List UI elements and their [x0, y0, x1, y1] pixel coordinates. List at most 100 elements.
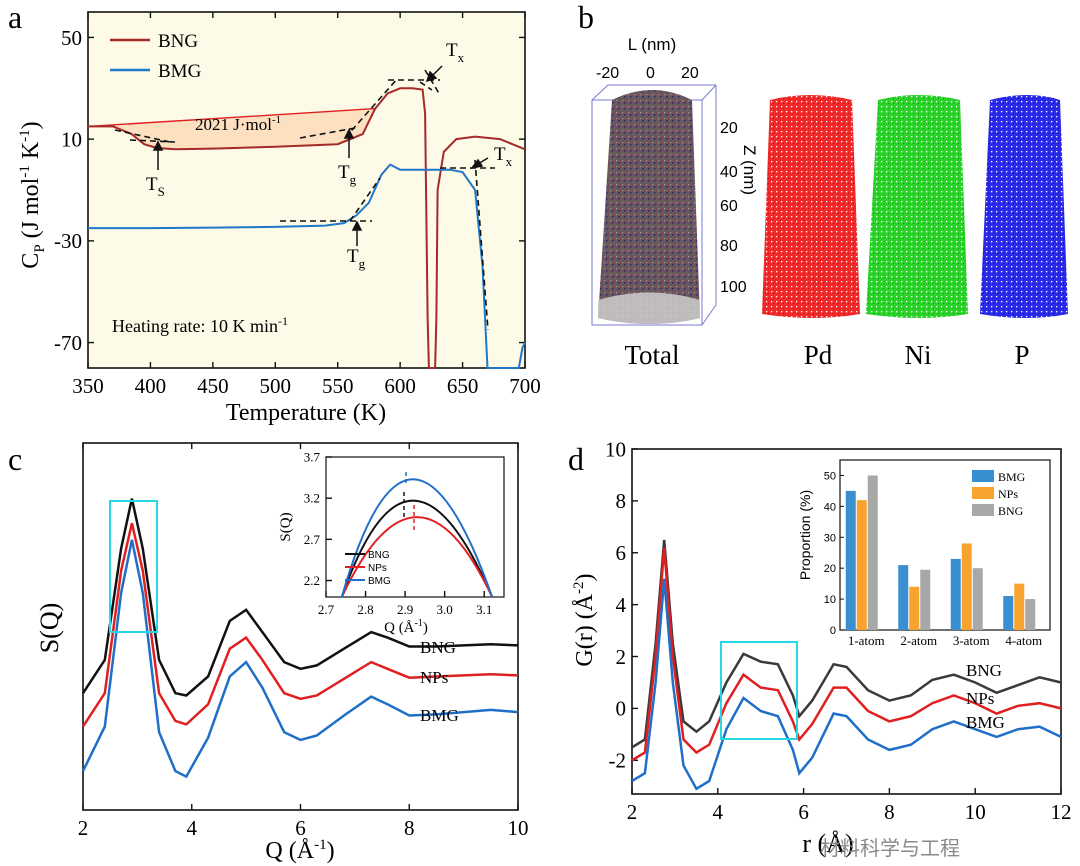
watermark-text: 材料科学与工程 [820, 836, 960, 860]
y-tick-label: 8 [616, 489, 627, 513]
bar-bng-4-atom [1025, 599, 1036, 630]
x-tick-label: 2.9 [397, 602, 413, 617]
bar-nps-4-atom [1014, 583, 1025, 630]
inset-category-label: 2-atom [900, 633, 937, 648]
inset-legend-label-bng: BNG [998, 504, 1024, 518]
y-tick-label: 10 [605, 437, 626, 461]
x-tick-label: 400 [135, 374, 167, 398]
panel-c-inset: 2.7 2.8 2.9 3.0 3.12.22.73.23.7 BNG NPs BMG … [278, 450, 505, 636]
apt-p-map [980, 95, 1068, 318]
tx-label-bmg: Tx [494, 144, 513, 169]
inset-y-tick-label: 20 [824, 563, 836, 575]
panel-letter-b: b [578, 0, 594, 35]
bar-bng-1-atom [867, 475, 878, 630]
bar-nps-1-atom [856, 500, 867, 630]
x-tick-label: 8 [884, 800, 895, 824]
inset-legend-label-nps: NPs [998, 487, 1018, 501]
tg-label-bmg: Tg [347, 246, 366, 271]
inset-y-tick-label: 30 [824, 532, 836, 544]
curve-label-bng-c: BNG [420, 638, 456, 657]
panel-a-plot-area [87, 11, 526, 369]
bar-nps-3-atom [961, 543, 972, 630]
bar-nps-2-atom [909, 586, 920, 630]
y-tick-label: 2.2 [304, 573, 320, 588]
svg-text:40: 40 [720, 164, 738, 181]
y-tick-label: 3.2 [304, 491, 320, 506]
bng-curve-c [81, 498, 519, 697]
x-tick-label: 10 [965, 800, 986, 824]
y-tick-label: 2.7 [304, 532, 321, 547]
y-tick-label: 50 [61, 26, 82, 50]
legend-bmg-label: BMG [158, 61, 202, 82]
x-tick-label: 2 [627, 800, 638, 824]
x-tick-label: 450 [197, 374, 229, 398]
curve-label-bmg-c: BMG [420, 706, 459, 725]
panel-letter-a: a [8, 0, 22, 35]
peak-highlight-box-d [720, 641, 798, 740]
l-axis-label: L (nm) [628, 35, 677, 54]
inset-category-label: 3-atom [953, 633, 990, 648]
x-tick-label: 6 [295, 816, 306, 840]
bar-bmg-4-atom [1003, 596, 1014, 630]
heating-rate-label: Heating rate: 10 K min-1 [112, 314, 288, 336]
inset-legend-label-bmg: BMG [998, 470, 1026, 484]
x-tick-label: 4 [713, 800, 724, 824]
x-tick-label: 350 [72, 374, 104, 398]
panel-d-xlabel: r (Å) [802, 829, 853, 858]
panel-letter-c: c [8, 441, 22, 477]
label-p: P [1014, 340, 1029, 370]
svg-text:0: 0 [646, 65, 655, 82]
x-tick-label: 3.1 [476, 602, 492, 617]
svg-text:20: 20 [681, 65, 699, 82]
x-tick-label: 10 [508, 816, 529, 840]
tg-label-bng: Tg [338, 162, 357, 187]
tangent-lines [114, 69, 495, 331]
svg-text:20: 20 [720, 120, 738, 137]
y-tick-label: 0 [616, 697, 627, 721]
x-tick-label: 8 [404, 816, 415, 840]
annotation-arrows [152, 65, 489, 246]
x-tick-label: 700 [509, 374, 541, 398]
bar-bng-2-atom [920, 569, 931, 630]
curve-label-nps-d: NPs [966, 689, 994, 708]
l-axis-ticks: -20 0 20 [596, 65, 699, 82]
inset-y-tick-label: 10 [824, 594, 836, 606]
inset-d-ylabel: Proportion (%) [797, 490, 813, 580]
apt-total-base [598, 292, 700, 324]
inset-y-tick-label: 50 [824, 470, 836, 482]
panel-d-chart: 2 4 6 8 10 12 -2 0 2 4 6 8 10 BNG NPs BMG 0 10 20 30 40 5… [571, 437, 1072, 858]
tx-label-bng: Tx [446, 40, 465, 65]
bar-bng-3-atom [972, 568, 983, 630]
bmg-curve-c [81, 539, 519, 779]
inset-legend-swatch-bng [972, 504, 994, 516]
curve-label-nps-c: NPs [420, 668, 448, 687]
y-tick-label: 6 [616, 541, 627, 565]
x-tick-label: 2.7 [318, 602, 335, 617]
x-tick-label: 500 [260, 374, 292, 398]
label-total: Total [624, 340, 679, 370]
z-axis-label: Z (nm) [740, 145, 759, 195]
x-tick-label: 6 [798, 800, 809, 824]
x-tick-label: 2.8 [357, 602, 373, 617]
apt-total-reconstruction [598, 90, 700, 324]
inset-c-xlabel: Q (Å-1) [384, 618, 428, 636]
curve-label-bmg-d: BMG [966, 713, 1005, 732]
panel-b-apt: L (nm) -20 0 20 20 40 60 80 100 Z (nm) Total P… [591, 35, 1068, 370]
inset-legend-swatch-bmg [972, 470, 994, 482]
inset-peak-markers [403, 472, 415, 530]
bmg-curve-d [631, 578, 1062, 791]
ts-label: TS [146, 174, 165, 199]
x-tick-label: 4 [187, 816, 198, 840]
svg-text:60: 60 [720, 198, 738, 215]
bmg-curve-a [88, 163, 526, 369]
inset-c-plot-area [325, 456, 505, 598]
panel-a-ylabel: CP (J mol-1 K-1) [17, 121, 48, 268]
panel-d-inset: 0 10 20 30 40 50 1-atom 2-atom 3-atom 4-atom BMG… [797, 459, 1051, 648]
bmg-curve-inset [340, 478, 494, 598]
enthalpy-label: 2021 J·mol-1 [195, 114, 281, 134]
panel-c-chart: 2 4 6 8 10 BNG NPs BMG 2.7 2.8 2.9 3.0 3.1 2.2 2.7… [35, 442, 529, 864]
x-tick-label: 12 [1051, 800, 1072, 824]
bar-bmg-1-atom [845, 490, 856, 630]
z-axis-ticks: 20 40 60 80 100 [720, 120, 747, 296]
